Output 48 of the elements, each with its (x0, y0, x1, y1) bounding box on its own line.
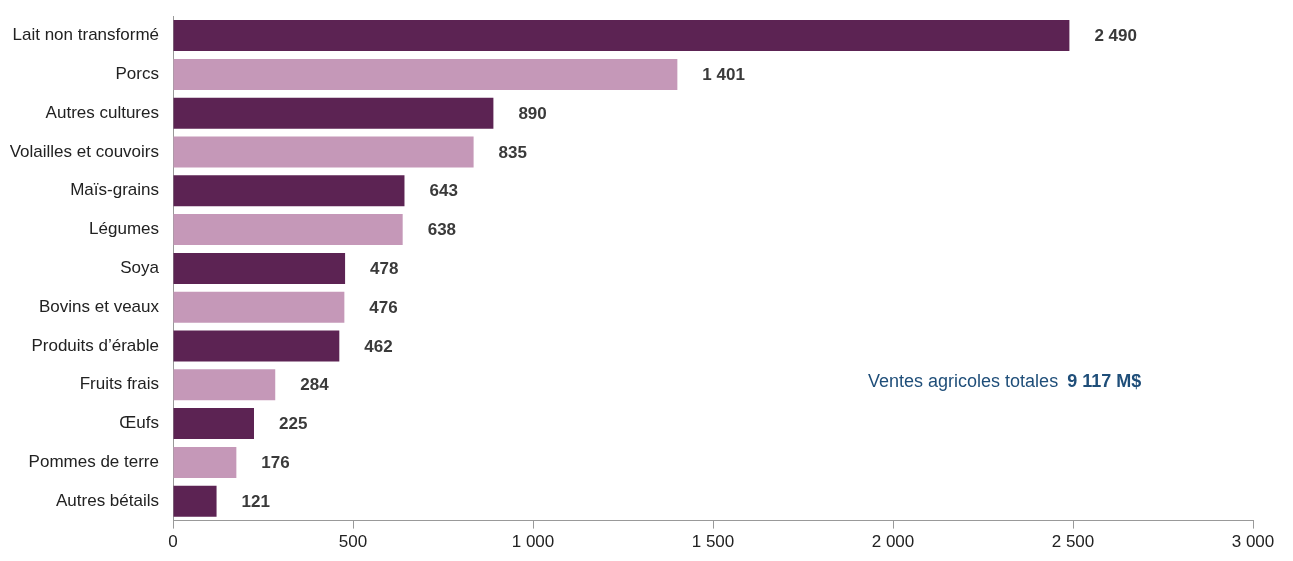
data-label: 638 (427, 220, 457, 240)
y-tick-label: Maïs-grains (70, 180, 159, 200)
y-tick-label: Volailles et couvoirs (9, 141, 159, 161)
data-label: 1 401 (702, 65, 745, 85)
bar (173, 175, 405, 207)
data-label: 890 (518, 103, 547, 123)
y-tick-label: Soya (120, 258, 160, 278)
x-tick-label: 2 500 (1051, 532, 1095, 552)
data-label: 121 (241, 491, 270, 511)
y-tick-label: Lait non transformé (12, 25, 159, 45)
y-tick-label: Pommes de terre (28, 452, 159, 472)
data-label: 176 (261, 453, 290, 473)
data-label: 835 (498, 142, 527, 162)
data-label: 478 (370, 259, 399, 279)
x-tick-label: 1 000 (511, 532, 555, 552)
bar (173, 58, 678, 90)
data-label: 476 (369, 297, 398, 317)
x-tick-label: 3 000 (1231, 532, 1275, 552)
x-tick-label: 500 (338, 532, 368, 552)
bar (173, 330, 340, 362)
x-tick-label: 2 000 (871, 532, 915, 552)
bar (173, 136, 474, 168)
y-tick-label: Porcs (115, 64, 159, 84)
x-tick-label: 0 (168, 532, 178, 552)
data-label: 643 (429, 181, 458, 201)
x-tick-label: 1 500 (691, 532, 735, 552)
y-tick-label: Autres cultures (45, 102, 159, 122)
y-tick-label: Produits d’érable (31, 335, 159, 355)
bar (173, 291, 345, 323)
bar (173, 20, 1070, 52)
y-tick-label: Bovins et veaux (38, 296, 160, 316)
data-label: 462 (364, 336, 393, 356)
bar (173, 369, 276, 401)
y-tick-label: Autres bétails (56, 490, 159, 510)
data-label: 284 (300, 375, 330, 395)
data-label: 225 (279, 414, 308, 434)
data-label: 2 490 (1094, 26, 1137, 46)
bar (173, 214, 403, 246)
bar (173, 446, 237, 478)
y-tick-label: Fruits frais (79, 374, 159, 394)
bar (173, 408, 254, 440)
bar (173, 485, 217, 517)
bar (173, 97, 494, 129)
y-tick-label: Légumes (89, 219, 159, 239)
annotation: 9 117 M$ (1067, 370, 1142, 391)
y-tick-label: Œufs (119, 413, 159, 433)
bar (173, 252, 346, 284)
annotation: Ventes agricoles totales (868, 370, 1059, 391)
